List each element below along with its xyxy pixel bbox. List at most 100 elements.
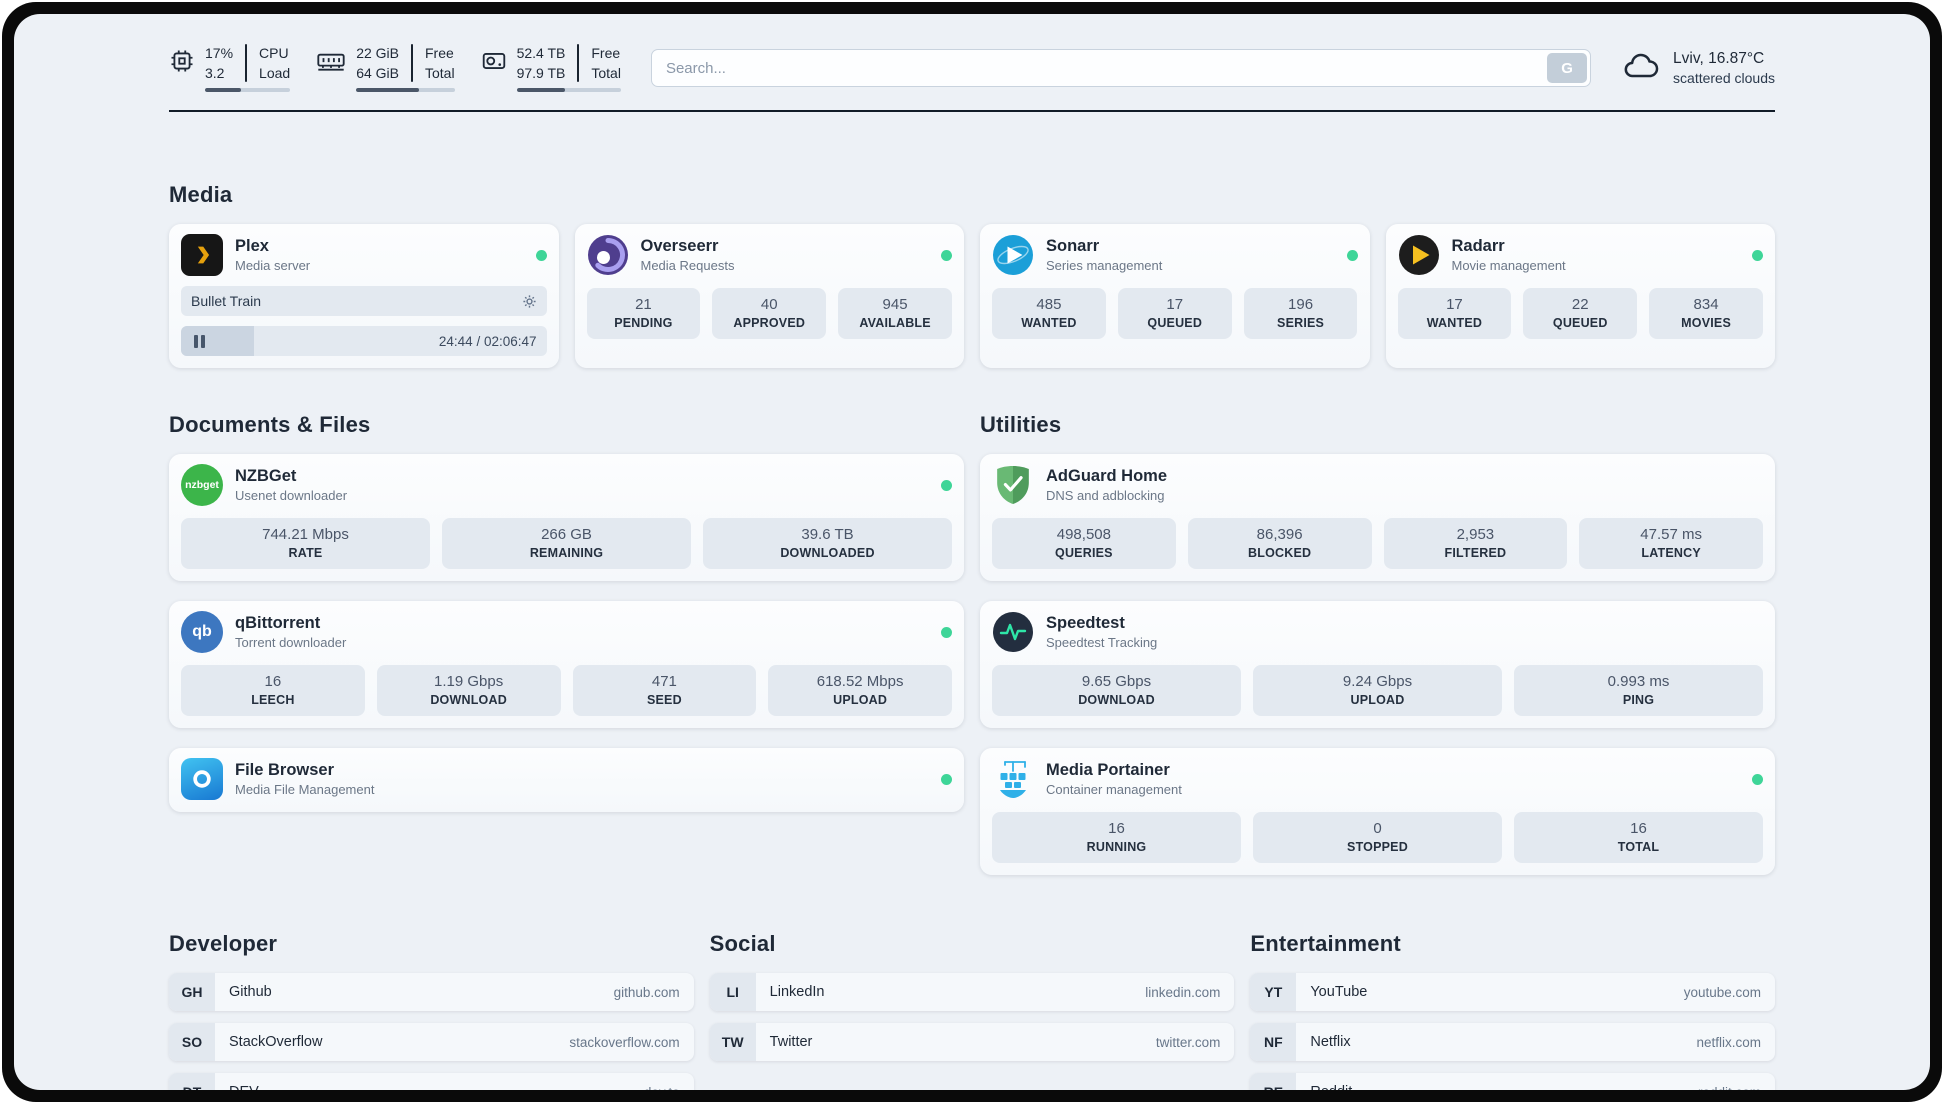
- bookmark-stackoverflow[interactable]: SO StackOverflow stackoverflow.com: [169, 1023, 694, 1062]
- cpu-load-label: Load: [259, 65, 291, 82]
- service-name: Speedtest: [1046, 614, 1125, 633]
- bookmark-youtube[interactable]: YT YouTube youtube.com: [1250, 973, 1776, 1012]
- bookmark-name: Reddit: [1310, 1084, 1352, 1090]
- filebrowser-card[interactable]: File Browser Media File Management: [169, 748, 964, 813]
- bookmark-name: DEV: [229, 1084, 259, 1090]
- nzbget-card[interactable]: nzbget NZBGet Usenet downloader 744.21 M…: [169, 454, 964, 582]
- stat-queries: 498,508 QUERIES: [992, 518, 1176, 570]
- memory-progress-bar: [356, 88, 455, 93]
- disk-icon: [481, 48, 507, 74]
- bookmark-twitter[interactable]: TW Twitter twitter.com: [709, 1023, 1235, 1062]
- nzbget-icon: nzbget: [181, 464, 223, 507]
- plex-card[interactable]: Plex Media server Bullet Train: [169, 224, 559, 369]
- service-subtitle: Series management: [1046, 258, 1163, 274]
- service-subtitle: Media server: [235, 258, 311, 274]
- memory-total: 64 GiB: [356, 65, 399, 82]
- portainer-icon: [992, 758, 1034, 800]
- speedtest-icon: [992, 611, 1034, 653]
- bookmark-domain: github.com: [613, 984, 680, 1000]
- divider: [245, 44, 248, 83]
- stat-pending: 21 PENDING: [586, 288, 701, 340]
- overseerr-card[interactable]: Overseerr Media Requests 21 PENDING 40 A…: [574, 224, 964, 369]
- status-dot: [1752, 249, 1763, 261]
- weather-widget[interactable]: Lviv, 16.87°C scattered clouds: [1621, 50, 1775, 87]
- stat-approved: 40 APPROVED: [712, 288, 827, 340]
- bookmark-domain: dev.to: [644, 1085, 680, 1090]
- stat-wanted: 17 WANTED: [1397, 288, 1512, 340]
- service-subtitle: Media Requests: [640, 258, 735, 274]
- radarr-card[interactable]: Radarr Movie management 17 WANTED 22 QUE…: [1385, 224, 1775, 369]
- gear-icon[interactable]: [522, 294, 537, 309]
- divider: [577, 44, 580, 83]
- search-input[interactable]: [650, 49, 1592, 88]
- status-dot: [1346, 249, 1358, 261]
- bookmark-abbr: NF: [1250, 1023, 1297, 1062]
- section-documents: Documents & Files nzbget NZBGet Usenet d…: [169, 412, 964, 813]
- top-bar: 17% 3.2 CPU Load: [14, 14, 1930, 93]
- stat-download: 1.19 Gbps DOWNLOAD: [376, 665, 561, 717]
- disk-labels: Free Total: [591, 44, 621, 82]
- service-name: NZBGet: [235, 467, 297, 486]
- overseerr-icon: [587, 234, 629, 276]
- stat-seed: 471 SEED: [572, 665, 757, 717]
- memory-icon: [316, 48, 346, 74]
- bookmark-abbr: DT: [169, 1073, 215, 1090]
- memory-free: 22 GiB: [356, 45, 399, 61]
- header-divider: [169, 110, 1775, 113]
- bookmark-domain: twitter.com: [1155, 1034, 1221, 1050]
- section-utilities: Utilities: [980, 412, 1775, 876]
- disk-free: 52.4 TB: [516, 45, 566, 61]
- cpu-labels: CPU Load: [259, 44, 290, 82]
- weather-condition: scattered clouds: [1673, 70, 1775, 87]
- plex-icon: [181, 234, 223, 277]
- pause-icon[interactable]: [191, 334, 208, 348]
- qbittorrent-card[interactable]: qb qBittorrent Torrent downloader 16: [169, 601, 964, 729]
- service-subtitle: DNS and adblocking: [1046, 488, 1165, 504]
- section-title-utilities: Utilities: [980, 412, 1062, 438]
- bookmark-reddit[interactable]: RE Reddit reddit.com: [1250, 1073, 1776, 1090]
- stat-available: 945 AVAILABLE: [838, 288, 952, 340]
- service-subtitle: Container management: [1046, 782, 1182, 798]
- bookmark-group-title: Developer: [169, 931, 278, 957]
- bookmark-dev[interactable]: DT DEV dev.to: [169, 1073, 694, 1090]
- radarr-icon: [1398, 234, 1440, 276]
- service-name: Media Portainer: [1046, 761, 1170, 780]
- bookmark-group-title: Social: [709, 931, 776, 957]
- bookmark-github[interactable]: GH Github github.com: [169, 973, 694, 1012]
- cpu-progress-bar: [205, 88, 291, 93]
- service-name: File Browser: [235, 761, 335, 780]
- status-dot: [1752, 773, 1763, 785]
- bookmark-abbr: RE: [1250, 1073, 1297, 1090]
- now-playing-row: Bullet Train: [181, 286, 547, 317]
- bookmark-abbr: GH: [169, 973, 215, 1012]
- bookmark-abbr: SO: [169, 1023, 215, 1062]
- bookmark-domain: netflix.com: [1696, 1034, 1762, 1050]
- bookmark-abbr: YT: [1250, 973, 1297, 1012]
- bookmark-netflix[interactable]: NF Netflix netflix.com: [1250, 1023, 1776, 1062]
- cpu-load-value: 3.2: [205, 65, 225, 82]
- service-subtitle: Usenet downloader: [235, 488, 348, 504]
- status-dot: [535, 249, 547, 261]
- bookmark-domain: stackoverflow.com: [569, 1034, 680, 1050]
- bookmark-domain: youtube.com: [1683, 984, 1762, 1000]
- stat-blocked: 86,396 BLOCKED: [1187, 518, 1372, 570]
- stat-downloaded: 39.6 TB DOWNLOADED: [703, 518, 952, 570]
- bookmark-linkedin[interactable]: LI LinkedIn linkedin.com: [709, 973, 1235, 1012]
- bookmark-name: Github: [229, 984, 272, 1001]
- search-provider-button[interactable]: G: [1547, 53, 1588, 84]
- status-dot: [941, 249, 952, 261]
- stat-movies: 834 MOVIES: [1649, 288, 1763, 340]
- now-playing-title: Bullet Train: [191, 293, 262, 310]
- stat-total: 16 TOTAL: [1514, 812, 1763, 864]
- cpu-label: CPU: [259, 45, 289, 61]
- speedtest-card[interactable]: Speedtest Speedtest Tracking 9.65 Gbps D…: [980, 601, 1775, 729]
- bookmark-group-developer: Developer GH Github github.com SO StackO…: [169, 931, 694, 1090]
- adguard-card[interactable]: AdGuard Home DNS and adblocking 498,508 …: [980, 454, 1775, 582]
- service-name: qBittorrent: [235, 614, 321, 633]
- main-content: Media Plex Media server: [14, 182, 1930, 1090]
- bookmark-domain: reddit.com: [1698, 1085, 1761, 1090]
- disk-widget: 52.4 TB 97.9 TB Free Total: [481, 44, 621, 93]
- sonarr-card[interactable]: Sonarr Series management 485 WANTED 17 Q…: [980, 224, 1370, 369]
- portainer-card[interactable]: Media Portainer Container management 16 …: [980, 748, 1775, 876]
- resource-widgets: 17% 3.2 CPU Load: [169, 44, 621, 93]
